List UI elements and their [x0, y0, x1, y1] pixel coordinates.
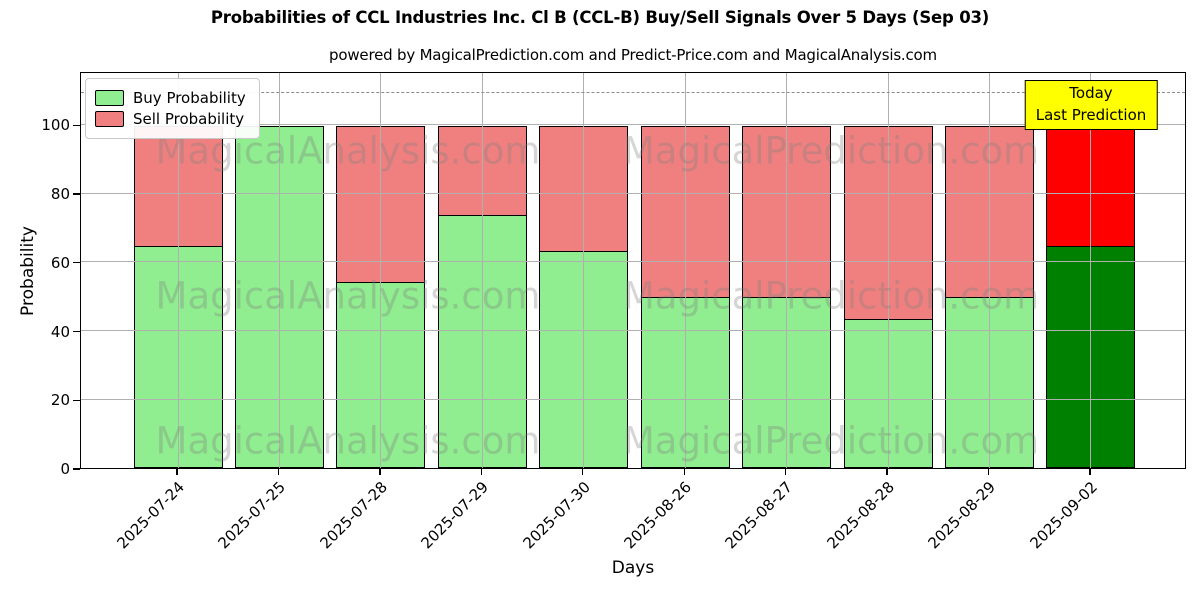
plot-area: Buy Probability Sell Probability Today L… — [80, 72, 1186, 469]
x-tick-label: 2025-07-24 — [113, 478, 188, 553]
chart-subtitle: powered by MagicalPrediction.com and Pre… — [329, 46, 937, 64]
watermark-text: MagicalPrediction.com — [622, 129, 1040, 173]
watermark-text: MagicalAnalysis.com — [155, 419, 541, 463]
gridline-horizontal — [81, 123, 1185, 125]
x-axis-label: Days — [611, 558, 655, 578]
x-tick-label: 2025-08-27 — [721, 478, 797, 553]
legend-label-buy: Buy Probability — [133, 89, 246, 107]
y-tick-mark — [73, 399, 80, 401]
gridline-horizontal — [81, 261, 1185, 263]
watermark-text: MagicalPrediction.com — [622, 274, 1040, 318]
gridline-vertical — [989, 73, 991, 468]
y-tick-mark — [73, 330, 80, 333]
legend-label-sell: Sell Probability — [133, 110, 245, 128]
today-annotation: Today Last Prediction — [1024, 80, 1158, 130]
gridline-vertical — [887, 73, 889, 468]
x-tick-label: 2025-09-02 — [1026, 478, 1101, 553]
chart-title: Probabilities of CCL Industries Inc. Cl … — [210, 8, 990, 27]
y-tick-label: 100 — [41, 116, 70, 135]
y-tick-mark — [73, 124, 80, 126]
gridline-vertical — [278, 73, 280, 468]
x-tick-mark — [683, 469, 685, 475]
threshold-dashed-line — [81, 91, 1185, 93]
gridline-horizontal — [81, 192, 1185, 194]
gridline-vertical — [583, 73, 585, 468]
legend: Buy Probability Sell Probability — [85, 78, 260, 139]
x-tick-mark — [582, 469, 584, 475]
legend-swatch-buy-icon — [95, 90, 124, 106]
y-tick-mark — [73, 262, 80, 264]
legend-item-sell: Sell Probability — [95, 110, 246, 128]
gridline-vertical — [1090, 73, 1092, 468]
legend-swatch-sell-icon — [95, 111, 124, 127]
x-tick-mark — [784, 469, 787, 475]
gridline-vertical — [684, 73, 686, 468]
x-tick-mark — [987, 469, 990, 475]
y-tick-label: 40 — [50, 322, 70, 341]
legend-item-buy: Buy Probability — [95, 89, 246, 107]
watermark-text: MagicalPrediction.com — [622, 419, 1040, 463]
gridline-vertical — [177, 73, 179, 468]
annotation-line-2: Last Prediction — [1035, 105, 1147, 124]
watermark-text: MagicalAnalysis.com — [155, 274, 541, 318]
x-tick-label: 2025-07-28 — [316, 478, 391, 553]
gridline-vertical — [380, 73, 382, 468]
x-tick-label: 2025-07-25 — [214, 478, 290, 553]
y-tick-label: 0 — [60, 460, 70, 478]
y-tick-mark — [73, 193, 80, 195]
x-tick-mark — [480, 469, 482, 475]
y-tick-mark — [73, 468, 80, 470]
x-tick-mark — [886, 469, 888, 475]
x-tick-label: 2025-07-30 — [519, 478, 594, 553]
x-tick-label: 2025-08-29 — [924, 478, 1000, 553]
x-tick-mark — [277, 469, 280, 475]
gridline-horizontal — [81, 330, 1185, 332]
x-tick-label: 2025-08-28 — [823, 478, 898, 553]
annotation-line-1: Today — [1069, 84, 1113, 102]
gridline-horizontal — [81, 398, 1185, 400]
y-tick-label: 80 — [50, 185, 70, 204]
x-tick-mark — [1089, 469, 1091, 475]
gridline-vertical — [481, 73, 483, 468]
x-tick-label: 2025-07-29 — [417, 478, 493, 553]
x-tick-mark — [379, 469, 381, 475]
y-tick-label: 20 — [50, 391, 70, 410]
gridline-vertical — [786, 73, 788, 468]
y-tick-label: 60 — [50, 253, 70, 272]
x-tick-label: 2025-08-26 — [620, 478, 695, 553]
x-tick-mark — [176, 469, 178, 475]
